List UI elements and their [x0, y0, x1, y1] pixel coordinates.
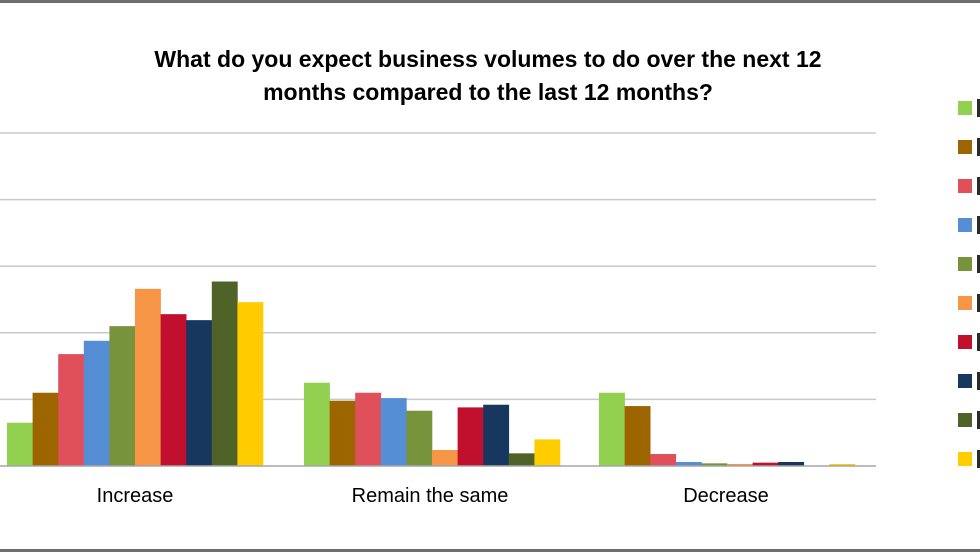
legend-swatch-5 — [958, 257, 972, 271]
legend — [958, 99, 980, 468]
x-tick-label-decrease: Decrease — [683, 485, 769, 507]
bar-series-4-increase — [83, 340, 110, 466]
legend-swatch-1 — [958, 101, 972, 115]
bar-series-2-remain-the-same — [329, 400, 356, 466]
legend-swatch-6 — [958, 296, 972, 310]
bar-series-6-increase — [135, 288, 161, 466]
legend-swatch-7 — [958, 335, 972, 349]
bar-series-10-remain-the-same — [534, 439, 561, 466]
bar-series-8-increase — [186, 320, 213, 466]
bar-series-2-decrease — [624, 406, 651, 466]
legend-swatch-3 — [958, 179, 972, 193]
legend-swatch-2 — [958, 140, 972, 154]
legend-label-clipped-3 — [977, 177, 980, 195]
legend-swatch-10 — [958, 452, 972, 466]
legend-label-clipped-2 — [977, 138, 980, 156]
legend-swatch-9 — [958, 413, 972, 427]
bar-series-1-decrease — [599, 392, 625, 466]
bar-series-6-decrease — [727, 464, 753, 466]
bar-series-4-decrease — [675, 462, 702, 466]
bar-series-10-increase — [237, 302, 264, 466]
bar-series-5-increase — [109, 326, 136, 466]
bar-series-5-decrease — [701, 463, 728, 466]
bar-series-7-decrease — [752, 462, 779, 466]
bars — [7, 281, 856, 466]
legend-label-clipped-7 — [977, 333, 980, 351]
legend-label-clipped-6 — [977, 294, 980, 312]
bar-series-1-remain-the-same — [304, 382, 330, 466]
legend-label-clipped-5 — [977, 255, 980, 273]
x-tick-label-increase: Increase — [97, 485, 174, 507]
bar-series-3-increase — [58, 354, 85, 466]
bar-series-1-increase — [7, 422, 33, 466]
bar-series-3-decrease — [650, 454, 677, 466]
legend-swatch-8 — [958, 374, 972, 388]
x-axis: Increase Remain the same Decrease — [0, 465, 876, 507]
bar-series-5-remain-the-same — [406, 410, 433, 466]
bar-series-7-remain-the-same — [457, 407, 484, 466]
bar-series-8-decrease — [778, 462, 805, 466]
legend-label-clipped-8 — [977, 372, 980, 390]
legend-label-clipped-10 — [977, 450, 980, 468]
bar-series-9-remain-the-same — [508, 453, 535, 466]
bar-series-2-increase — [32, 392, 59, 466]
bar-series-6-remain-the-same — [432, 450, 458, 466]
chart: What do you expect business volumes to d… — [0, 46, 980, 507]
bar-series-10-decrease — [829, 464, 856, 466]
legend-label-clipped-1 — [977, 99, 980, 117]
legend-swatch-4 — [958, 218, 972, 232]
legend-label-clipped-9 — [977, 411, 980, 429]
chart-title-line-1: What do you expect business volumes to d… — [154, 46, 821, 72]
x-tick-label-remain-the-same: Remain the same — [352, 485, 509, 507]
bar-series-3-remain-the-same — [355, 392, 382, 466]
bar-series-8-remain-the-same — [483, 404, 510, 466]
chart-title-line-2: months compared to the last 12 months? — [263, 79, 713, 105]
legend-label-clipped-4 — [977, 216, 980, 234]
bar-series-9-increase — [211, 281, 238, 466]
bar-series-4-remain-the-same — [380, 398, 407, 466]
bar-series-7-increase — [160, 314, 187, 466]
